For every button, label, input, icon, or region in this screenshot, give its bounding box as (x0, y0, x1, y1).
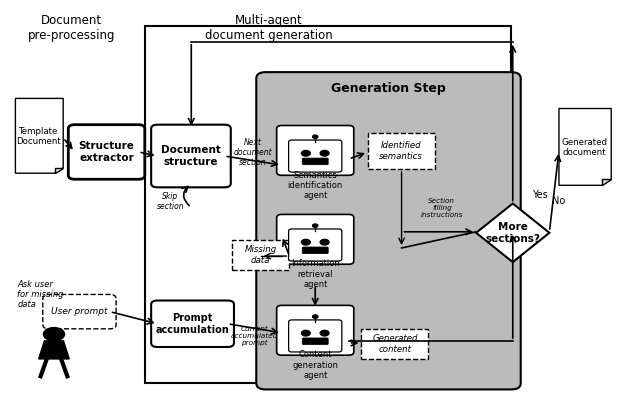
Circle shape (301, 151, 310, 156)
Polygon shape (38, 341, 69, 359)
Text: Information
retrieval
agent: Information retrieval agent (291, 259, 340, 289)
Text: Structure
extractor: Structure extractor (79, 141, 134, 163)
FancyBboxPatch shape (43, 294, 116, 329)
Text: Document
pre-processing: Document pre-processing (28, 14, 115, 42)
FancyBboxPatch shape (302, 158, 328, 165)
Polygon shape (54, 168, 63, 173)
FancyBboxPatch shape (256, 72, 521, 389)
Text: Content
generation
agent: Content generation agent (292, 350, 338, 380)
Circle shape (301, 330, 310, 336)
Text: Missing
data: Missing data (244, 245, 277, 265)
FancyBboxPatch shape (362, 329, 428, 359)
Circle shape (312, 135, 318, 138)
Text: Current
accumulated
prompt: Current accumulated prompt (231, 326, 278, 346)
Text: No: No (552, 197, 565, 206)
Text: Template
Document: Template Document (16, 127, 61, 146)
Text: Skip
section: Skip section (156, 192, 184, 211)
Polygon shape (476, 204, 549, 262)
FancyBboxPatch shape (276, 305, 354, 355)
FancyBboxPatch shape (232, 240, 289, 270)
Polygon shape (559, 109, 611, 185)
FancyBboxPatch shape (368, 133, 435, 169)
FancyBboxPatch shape (302, 338, 328, 345)
Text: Identified
semantics: Identified semantics (380, 141, 423, 161)
Circle shape (320, 239, 329, 245)
FancyBboxPatch shape (289, 229, 342, 261)
Text: More
sections?: More sections? (485, 222, 540, 244)
FancyBboxPatch shape (68, 125, 145, 179)
Circle shape (320, 151, 329, 156)
Circle shape (312, 315, 318, 318)
Polygon shape (15, 98, 63, 173)
Text: Section
filling
instructions: Section filling instructions (420, 197, 463, 218)
Polygon shape (602, 179, 611, 185)
Text: Yes: Yes (532, 190, 547, 200)
Text: Next
document
section: Next document section (234, 138, 273, 167)
Text: Prompt
accumulation: Prompt accumulation (156, 313, 229, 335)
Text: Generated
document: Generated document (561, 138, 607, 157)
Text: Semantics
identification
agent: Semantics identification agent (287, 171, 343, 200)
Circle shape (44, 328, 65, 341)
FancyBboxPatch shape (276, 214, 354, 264)
FancyBboxPatch shape (151, 125, 231, 187)
FancyBboxPatch shape (276, 125, 354, 175)
Text: Multi-agent
document generation: Multi-agent document generation (205, 14, 333, 42)
Circle shape (312, 224, 318, 228)
Text: Document
structure: Document structure (161, 145, 221, 167)
Text: User prompt: User prompt (51, 307, 108, 316)
Text: Generated
content: Generated content (372, 334, 418, 354)
Text: Ask user
for missing
data: Ask user for missing data (17, 280, 64, 309)
Circle shape (301, 239, 310, 245)
FancyBboxPatch shape (302, 247, 328, 254)
FancyBboxPatch shape (151, 300, 234, 347)
FancyBboxPatch shape (289, 320, 342, 352)
Text: Generation Step: Generation Step (331, 82, 445, 95)
FancyBboxPatch shape (289, 140, 342, 172)
Circle shape (320, 330, 329, 336)
